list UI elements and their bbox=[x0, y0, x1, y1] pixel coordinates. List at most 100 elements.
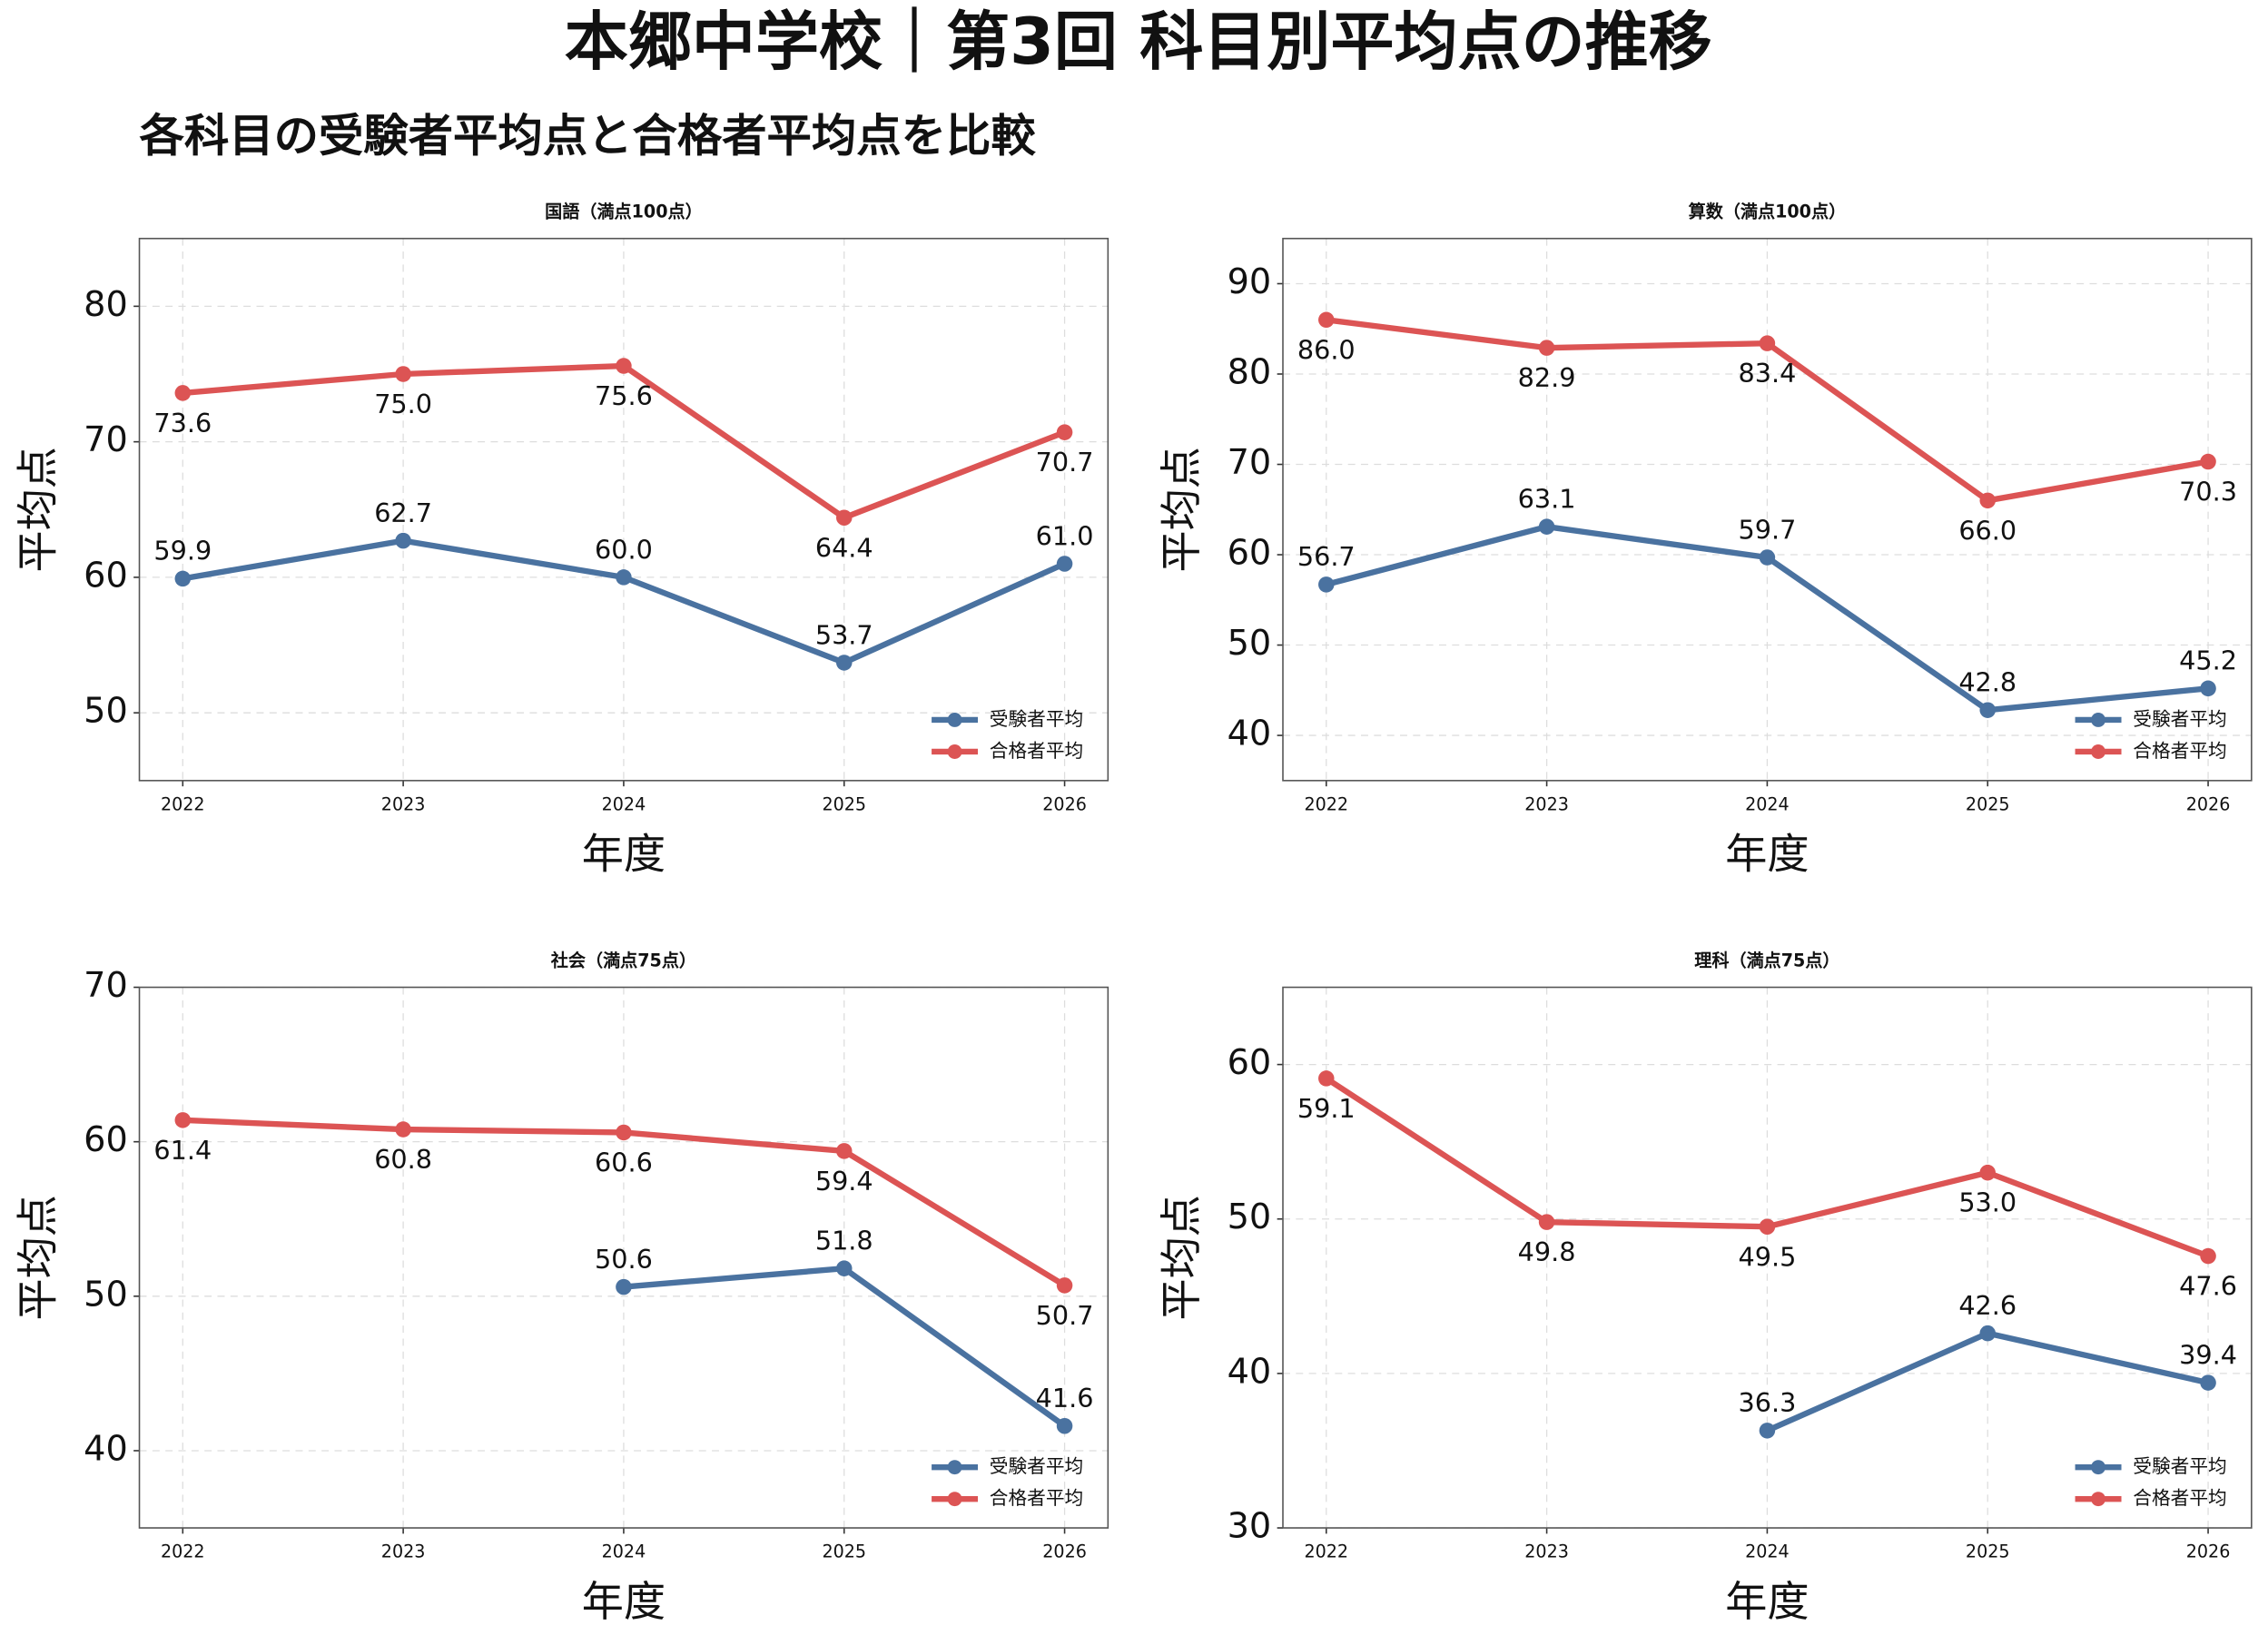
y-tick-label: 70 bbox=[84, 420, 128, 460]
value-label: 61.4 bbox=[153, 1135, 212, 1166]
panel-title: 算数（満点100点） bbox=[1689, 202, 1847, 222]
legend-marker bbox=[2091, 1492, 2106, 1507]
x-axis-label: 年度 bbox=[1725, 830, 1809, 879]
point bbox=[1979, 1164, 1996, 1181]
point bbox=[1759, 1218, 1776, 1236]
point bbox=[2200, 1247, 2216, 1265]
x-tick-label: 2022 bbox=[161, 793, 205, 814]
legend-label: 受験者平均 bbox=[990, 708, 1083, 730]
legend-label: 受験者平均 bbox=[2133, 708, 2226, 730]
legend-marker bbox=[947, 1492, 962, 1507]
panel-title: 社会（満点75点） bbox=[550, 950, 696, 970]
point bbox=[835, 509, 853, 526]
legend-marker bbox=[2091, 712, 2106, 727]
value-label: 51.8 bbox=[815, 1226, 873, 1256]
y-tick-label: 60 bbox=[1228, 1043, 1272, 1083]
value-label: 59.9 bbox=[153, 536, 212, 566]
point bbox=[1979, 702, 1996, 718]
x-axis-label: 年度 bbox=[582, 830, 666, 879]
x-tick-label: 2022 bbox=[161, 1542, 205, 1562]
x-tick-label: 2023 bbox=[1524, 793, 1569, 814]
value-label: 56.7 bbox=[1297, 541, 1356, 572]
y-tick-label: 60 bbox=[84, 1120, 128, 1160]
y-axis-label: 平均点 bbox=[1157, 1195, 1206, 1320]
panel-title: 理科（満点75点） bbox=[1694, 950, 1839, 970]
point bbox=[174, 1112, 192, 1128]
point bbox=[2200, 680, 2216, 697]
x-tick-label: 2025 bbox=[1966, 793, 2010, 814]
y-axis-label: 平均点 bbox=[14, 447, 63, 572]
y-tick-label: 50 bbox=[84, 1275, 128, 1315]
y-tick-label: 90 bbox=[1228, 262, 1272, 302]
point bbox=[835, 1260, 853, 1276]
value-label: 45.2 bbox=[2179, 645, 2237, 676]
page-title: 本郷中学校｜第3回 科目別平均点の推移 bbox=[565, 5, 1712, 79]
legend-marker bbox=[947, 712, 962, 727]
point bbox=[1318, 311, 1335, 329]
value-label: 59.1 bbox=[1297, 1093, 1356, 1124]
plot-frame bbox=[1282, 237, 2253, 782]
legend-label: 合格者平均 bbox=[990, 740, 1083, 762]
value-label: 82.9 bbox=[1518, 362, 1576, 393]
point bbox=[395, 532, 411, 549]
value-label: 47.6 bbox=[2179, 1271, 2237, 1302]
value-label: 36.3 bbox=[1739, 1387, 1797, 1418]
value-label: 73.6 bbox=[153, 408, 212, 438]
y-tick-label: 40 bbox=[1228, 1352, 1272, 1392]
value-label: 86.0 bbox=[1297, 334, 1356, 365]
point bbox=[174, 570, 192, 587]
legend-marker bbox=[947, 1460, 962, 1475]
legend-marker bbox=[2091, 1460, 2106, 1475]
y-tick-label: 30 bbox=[1228, 1507, 1272, 1547]
point bbox=[1056, 424, 1073, 440]
value-label: 41.6 bbox=[1036, 1383, 1094, 1414]
value-label: 50.6 bbox=[595, 1244, 653, 1275]
plot-frame bbox=[138, 237, 1109, 782]
y-axis-label: 平均点 bbox=[1157, 447, 1206, 572]
point bbox=[1056, 556, 1073, 572]
y-tick-label: 60 bbox=[84, 556, 128, 596]
value-label: 60.8 bbox=[374, 1144, 432, 1175]
point bbox=[616, 358, 632, 374]
y-tick-label: 40 bbox=[1228, 714, 1272, 754]
y-tick-label: 60 bbox=[1228, 534, 1272, 574]
legend-marker bbox=[947, 744, 962, 759]
y-tick-label: 70 bbox=[84, 966, 128, 1006]
point bbox=[835, 655, 853, 671]
panel-title: 国語（満点100点） bbox=[545, 202, 703, 222]
value-label: 49.8 bbox=[1518, 1236, 1576, 1267]
y-tick-label: 50 bbox=[1228, 1197, 1272, 1237]
point bbox=[1318, 1070, 1335, 1087]
value-label: 63.1 bbox=[1518, 484, 1576, 515]
value-label: 42.6 bbox=[1958, 1290, 2017, 1321]
x-tick-label: 2026 bbox=[2186, 793, 2231, 814]
value-label: 60.0 bbox=[595, 534, 653, 565]
point bbox=[395, 366, 411, 382]
x-tick-label: 2024 bbox=[1745, 1542, 1790, 1562]
point bbox=[174, 385, 192, 401]
point bbox=[1056, 1417, 1073, 1434]
x-tick-label: 2023 bbox=[381, 1542, 426, 1562]
value-label: 75.0 bbox=[374, 389, 432, 419]
value-label: 70.3 bbox=[2179, 477, 2237, 507]
point bbox=[1056, 1277, 1073, 1294]
value-label: 60.6 bbox=[595, 1147, 653, 1177]
x-tick-label: 2026 bbox=[1042, 793, 1087, 814]
legend-label: 合格者平均 bbox=[2133, 740, 2226, 762]
value-label: 66.0 bbox=[1958, 515, 2017, 546]
point bbox=[1759, 335, 1776, 351]
value-label: 70.7 bbox=[1036, 447, 1094, 478]
value-label: 59.7 bbox=[1739, 514, 1797, 545]
x-axis-label: 年度 bbox=[1725, 1577, 1809, 1626]
value-label: 42.8 bbox=[1958, 667, 2017, 698]
x-tick-label: 2024 bbox=[1745, 793, 1790, 814]
x-tick-label: 2025 bbox=[822, 793, 866, 814]
point bbox=[1538, 340, 1555, 356]
point bbox=[2200, 1374, 2216, 1391]
value-label: 62.7 bbox=[374, 497, 432, 528]
x-tick-label: 2025 bbox=[1966, 1542, 2010, 1562]
value-label: 59.4 bbox=[815, 1166, 873, 1197]
point bbox=[395, 1121, 411, 1138]
